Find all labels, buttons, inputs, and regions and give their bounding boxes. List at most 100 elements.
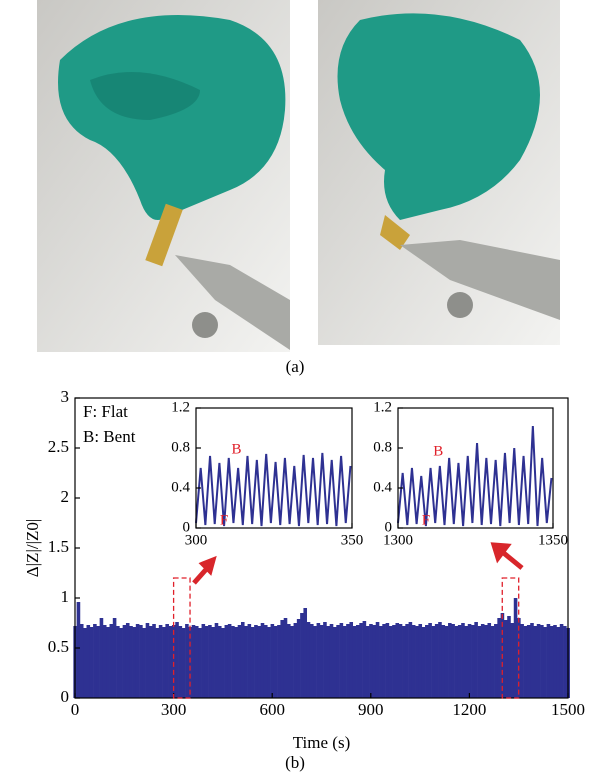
- bar: [191, 625, 196, 698]
- bar: [510, 623, 515, 698]
- bar: [425, 625, 429, 698]
- bar: [290, 626, 294, 698]
- y-tick-label: 1: [61, 587, 70, 606]
- bar: [214, 623, 219, 698]
- bar: [270, 624, 275, 698]
- bar: [392, 625, 396, 698]
- bar: [326, 626, 331, 698]
- bar: [86, 625, 91, 698]
- x-tick-label: 1200: [452, 700, 486, 719]
- bar: [388, 626, 393, 698]
- bar: [438, 622, 442, 698]
- bar: [224, 625, 229, 698]
- bar: [181, 628, 186, 698]
- bar: [306, 622, 311, 698]
- bar: [142, 628, 146, 698]
- bar: [89, 627, 94, 698]
- bar: [362, 621, 367, 698]
- inset: 1300 1350 0 0.4 0.8 1.2 B F: [373, 399, 568, 548]
- x-tick-label: 1350: [538, 532, 568, 548]
- bar: [375, 622, 380, 698]
- bar: [152, 624, 156, 698]
- bar: [280, 620, 285, 698]
- bar: [267, 627, 271, 698]
- bar: [283, 618, 288, 698]
- bar: [148, 626, 153, 698]
- bar: [352, 626, 357, 698]
- bar: [198, 628, 202, 698]
- annotation: B: [232, 441, 242, 457]
- bar: [342, 626, 347, 698]
- plot-frame: [397, 407, 554, 529]
- bar: [513, 598, 518, 698]
- bar: [309, 624, 314, 698]
- bar: [135, 624, 140, 698]
- bar: [76, 602, 81, 698]
- bar: [145, 623, 150, 698]
- bar: [356, 625, 360, 698]
- bar: [158, 625, 163, 698]
- bar: [96, 626, 100, 698]
- bar: [379, 626, 383, 698]
- bar: [79, 624, 84, 698]
- bar: [490, 626, 495, 698]
- bar: [237, 625, 242, 698]
- legend-text: F: Flat: [83, 402, 128, 421]
- bar: [382, 624, 386, 698]
- bar: [201, 624, 206, 698]
- bar: [451, 624, 455, 698]
- bar: [415, 626, 419, 698]
- bar: [530, 623, 534, 698]
- bar: [441, 625, 446, 698]
- bar: [563, 626, 567, 698]
- x-tick-label: 900: [358, 700, 384, 719]
- bar: [293, 623, 298, 698]
- bar: [385, 623, 390, 698]
- bar: [405, 624, 409, 698]
- bar: [211, 627, 215, 698]
- bar: [540, 625, 544, 698]
- bar: [273, 626, 278, 698]
- zoom-arrow: [192, 555, 217, 585]
- bar: [139, 625, 143, 698]
- bar: [116, 626, 120, 698]
- bar: [372, 625, 377, 698]
- y-tick-label: 2: [61, 487, 70, 506]
- x-tick-label: 350: [341, 532, 364, 548]
- bar: [434, 624, 439, 698]
- bar: [543, 627, 547, 698]
- bar: [250, 627, 255, 698]
- y-tick-label: 0.8: [171, 439, 190, 455]
- bar: [106, 627, 110, 698]
- bar: [395, 623, 400, 698]
- bar: [494, 624, 498, 698]
- bar: [119, 628, 123, 698]
- bar: [431, 626, 436, 698]
- bar: [526, 625, 531, 698]
- bar: [411, 625, 416, 698]
- x-tick-label: 300: [185, 532, 208, 548]
- bar: [480, 624, 485, 698]
- plot-frame: [195, 407, 353, 529]
- bar: [286, 624, 291, 698]
- bar: [83, 628, 87, 698]
- bar: [303, 608, 308, 698]
- bar: [313, 626, 317, 698]
- photo-flat: [37, 0, 290, 352]
- zoom-box: [501, 577, 520, 699]
- bar: [471, 625, 475, 698]
- bar: [277, 625, 281, 698]
- x-tick-label: 1300: [383, 532, 413, 548]
- bar: [346, 624, 350, 698]
- bar: [217, 626, 222, 698]
- bar: [175, 622, 179, 698]
- bar: [296, 619, 301, 698]
- bar: [99, 618, 104, 698]
- bar: [263, 625, 268, 698]
- bar: [467, 624, 472, 698]
- bar: [457, 625, 462, 698]
- photo-bent: [318, 0, 560, 345]
- bar: [112, 618, 117, 698]
- bar: [556, 627, 561, 698]
